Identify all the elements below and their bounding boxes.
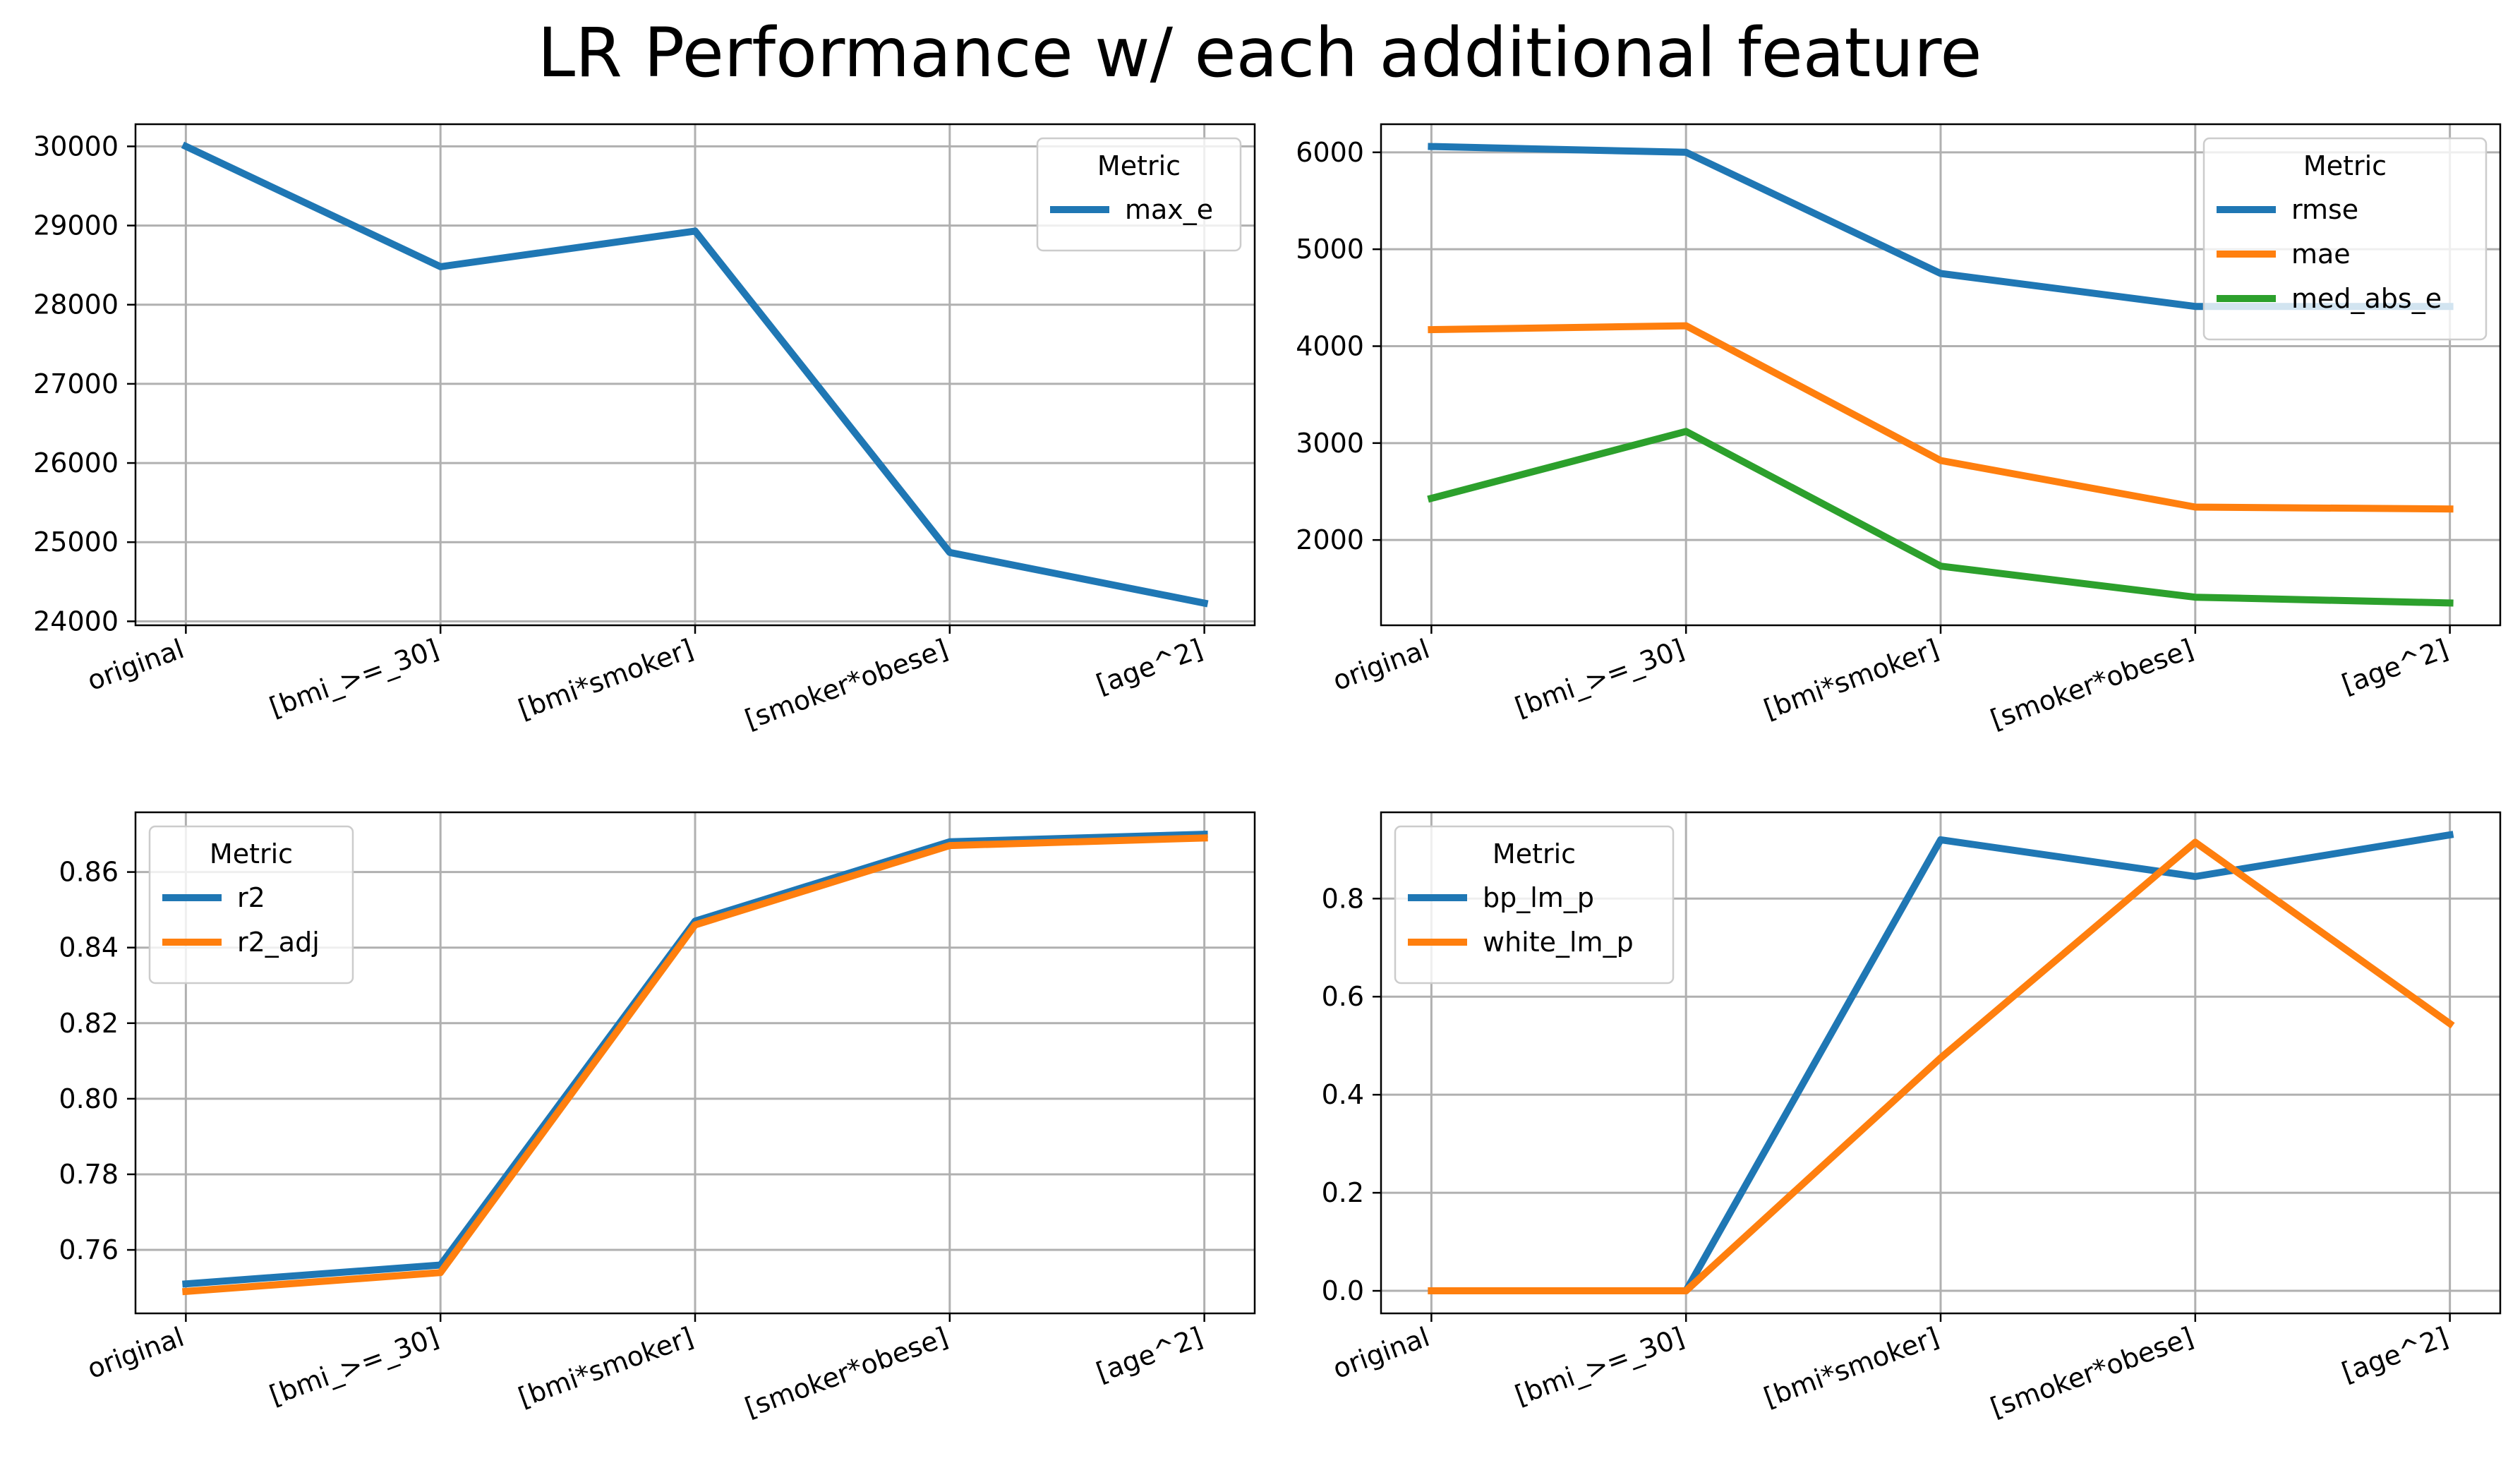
x-tick-label: [smoker*obese]	[1987, 633, 2198, 735]
x-tick-label: [age^2]	[2338, 1321, 2452, 1388]
x-tick-label: [age^2]	[1092, 633, 1207, 700]
series-group	[182, 830, 1208, 1296]
series-line-r2	[182, 830, 1208, 1288]
legend-label-white_lm_p: white_lm_p	[1483, 927, 1634, 958]
x-tick-label: [bmi*smoker]	[1760, 1321, 1943, 1413]
x-tick-label: [bmi_>=_30]	[265, 1321, 442, 1411]
y-tick-label: 0.84	[59, 932, 119, 963]
series-line-white_lm_p	[1428, 838, 2455, 1294]
legend-label-med_abs_e: med_abs_e	[2291, 283, 2442, 314]
y-tick-label: 0.80	[59, 1083, 119, 1114]
y-tick-label: 5000	[1296, 234, 1364, 265]
y-tick-label: 0.82	[59, 1008, 119, 1039]
legend-frame	[1036, 137, 1242, 252]
y-tick-label: 30000	[33, 131, 119, 162]
x-tick-label: [bmi_>=_30]	[265, 633, 442, 723]
legend-label-mae: mae	[2291, 239, 2351, 270]
y-tick-label: 0.6	[1322, 981, 1364, 1012]
x-tick-label: [bmi*smoker]	[1760, 633, 1943, 725]
y-tick-label: 2000	[1296, 524, 1364, 555]
y-tick-label: 0.86	[59, 857, 119, 888]
legend-frame	[2202, 137, 2488, 341]
x-tick-label: original	[1329, 633, 1434, 697]
series-line-max_e	[181, 141, 1209, 608]
x-tick-label: [bmi*smoker]	[514, 633, 697, 725]
y-tick-label: 28000	[33, 289, 119, 320]
legend: Metric max_e	[1036, 137, 1242, 252]
y-tick-label: 0.2	[1322, 1177, 1364, 1208]
series-group	[181, 141, 1209, 608]
axes-frame	[134, 123, 1256, 627]
y-tick-label: 26000	[33, 447, 119, 478]
y-tick-label: 24000	[33, 606, 119, 637]
x-tick-label: [smoker*obese]	[741, 633, 952, 735]
x-tick-label: [bmi_>=_30]	[1511, 1321, 1688, 1411]
legend: Metric rmse mae med_abs_e	[2202, 137, 2488, 341]
y-tick-label: 0.4	[1322, 1079, 1364, 1110]
x-tick-label: [bmi_>=_30]	[1511, 633, 1688, 723]
y-tick-label: 29000	[33, 210, 119, 241]
series-line-mae	[1428, 322, 2454, 513]
x-tick-label: [age^2]	[1092, 1321, 1207, 1388]
x-tick-label: original	[1329, 1321, 1434, 1385]
y-tick-label: 27000	[33, 368, 119, 399]
y-tick-label: 0.76	[59, 1234, 119, 1265]
x-tick-label: [bmi*smoker]	[514, 1321, 697, 1413]
series-line-r2_adj	[182, 834, 1208, 1296]
legend-title: Metric	[210, 838, 293, 869]
x-tick-label: [smoker*obese]	[1987, 1321, 2198, 1423]
y-tick-label: 0.78	[59, 1159, 119, 1190]
y-tick-label: 0.0	[1322, 1275, 1364, 1306]
legend-title: Metric	[1097, 150, 1181, 181]
subplot-3: 0.76 0.78 0.80 0.82 0.84 0.86 original [bmi_>=_…	[59, 811, 1256, 1423]
legend: Metric bp_lm_p white_lm_p	[1394, 825, 1675, 985]
axes-frame	[1380, 123, 2502, 627]
legend-title: Metric	[1493, 838, 1576, 869]
y-tick-label: 4000	[1296, 330, 1364, 361]
x-tick-label: [age^2]	[2338, 633, 2452, 700]
legend-label-max_e: max_e	[1125, 194, 1213, 225]
x-tick-label: original	[83, 1321, 188, 1385]
subplot-4: 0.0 0.2 0.4 0.6 0.8 original [bmi_>=_30] [bmi*s…	[1322, 811, 2502, 1423]
x-tick-label: [smoker*obese]	[741, 1321, 952, 1423]
y-tick-label: 6000	[1296, 137, 1364, 168]
subplot-grid: 24000 25000 26000 27000 28000 29000 30000 origi…	[33, 123, 2502, 1423]
legend-label-bp_lm_p: bp_lm_p	[1483, 882, 1594, 913]
y-tick-label: 3000	[1296, 428, 1364, 459]
legend: Metric r2 r2_adj	[148, 825, 354, 985]
x-tick-label: original	[83, 633, 188, 697]
subplot-1: 24000 25000 26000 27000 28000 29000 30000 origi…	[33, 123, 1256, 735]
legend-label-rmse: rmse	[2291, 194, 2358, 225]
y-tick-label: 0.8	[1322, 883, 1364, 914]
figure-title: LR Performance w/ each additional featur…	[538, 13, 1982, 92]
subplot-2: 2000 3000 4000 5000 6000 original [bmi_>=_30] […	[1296, 123, 2502, 735]
y-tick-label: 25000	[33, 526, 119, 558]
series-line-med_abs_e	[1427, 428, 2454, 607]
legend-label-r2_adj: r2_adj	[237, 927, 320, 958]
axes-frame	[134, 811, 1256, 1315]
legend-title: Metric	[2303, 150, 2387, 181]
series-group	[1428, 831, 2455, 1294]
axes-frame	[1380, 811, 2502, 1315]
legend-label-r2: r2	[237, 882, 265, 913]
